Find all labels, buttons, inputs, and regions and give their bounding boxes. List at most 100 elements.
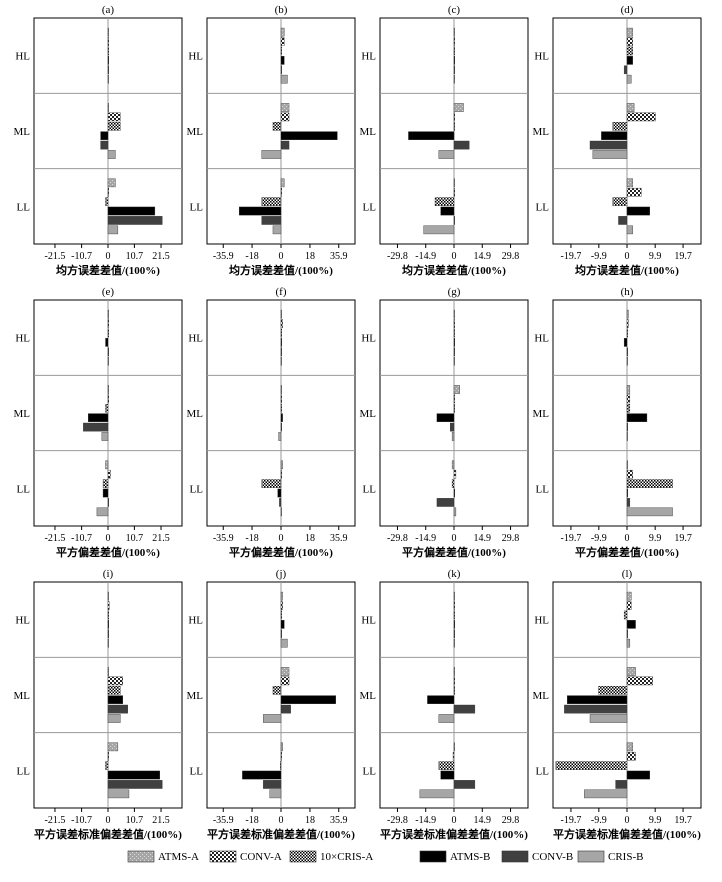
x-tick-label: 9.9 <box>649 815 662 826</box>
bar-ML-ATMS-B <box>436 413 455 423</box>
bar-HL-CONV-A <box>107 37 110 46</box>
bar-ML-CONV-A <box>453 394 456 404</box>
bar-HL-CONV-B <box>626 347 629 357</box>
category-label-ML: ML <box>187 408 204 420</box>
bar-ML-CONV-A <box>626 394 631 404</box>
x-axis-label: 平方误差标准偏差差值/(100%) <box>380 827 528 841</box>
bar-LL-ATMS-A <box>280 460 283 470</box>
bar-HL-ATMS-B <box>626 620 636 629</box>
bar-ML-CRIS-B <box>107 150 116 159</box>
bar-HL-ATMS-A <box>107 591 110 601</box>
bar-LL-CONV-B <box>107 780 163 789</box>
bar-ML-CONV-B <box>626 422 629 432</box>
x-tick-label: 0 <box>625 815 630 826</box>
bar-ML-ATMS-B <box>280 695 336 704</box>
bar-LL-CONV-B <box>107 216 163 225</box>
x-tick-label: 21.5 <box>152 251 170 262</box>
bar-ML-10×CRIS-A <box>280 404 283 413</box>
bar-HL-CONV-B <box>280 347 283 357</box>
bar-ML-ATMS-A <box>626 667 636 676</box>
x-axis-label: 均方误差差值/(100%) <box>56 263 160 277</box>
legend-label: CONV-B <box>532 851 573 863</box>
bar-LL-ATMS-B <box>626 488 629 498</box>
bar-LL-CONV-B <box>626 498 631 507</box>
bar-LL-CONV-B <box>615 780 628 789</box>
bar-LL-ATMS-B <box>107 770 160 780</box>
legend-swatch <box>501 850 529 863</box>
x-tick-label: -14.9 <box>415 815 436 826</box>
x-tick-label: -10.7 <box>71 815 92 826</box>
panel-j: (j) HL ML LL -35.9 -18 0 18 35.9平方误差标准偏差差值/(100%… <box>187 568 356 841</box>
bar-HL-CRIS-B <box>280 74 288 84</box>
bar-ML-CONV-A <box>626 112 656 122</box>
bar-HL-10×CRIS-A <box>626 46 633 56</box>
bar-HL-ATMS-B <box>453 338 456 347</box>
bar-LL-CONV-B <box>107 498 110 507</box>
bar-ML-ATMS-A <box>626 385 631 394</box>
bar-HL-CRIS-B <box>107 356 110 366</box>
bar-HL-ATMS-A <box>453 27 456 37</box>
x-tick-label: -14.9 <box>415 533 436 544</box>
bar-HL-ATMS-B <box>107 620 110 629</box>
bar-HL-ATMS-A <box>107 309 110 319</box>
bar-HL-CONV-B <box>453 347 456 357</box>
bar-ML-CONV-A <box>280 394 283 404</box>
x-tick-label: -10.7 <box>71 533 92 544</box>
bar-ML-CRIS-B <box>101 432 109 441</box>
bar-LL-10×CRIS-A <box>438 761 455 770</box>
category-label-LL: LL <box>190 201 204 213</box>
bar-LL-CONV-A <box>107 751 110 761</box>
bar-HL-CONV-B <box>107 347 110 357</box>
bar-HL-CONV-B <box>280 65 283 75</box>
bar-LL-CRIS-B <box>626 225 633 235</box>
x-tick-label: -19.7 <box>561 251 582 262</box>
x-tick-label: 29.8 <box>502 533 520 544</box>
x-axis-label: 平方偏差差值/(100%) <box>575 545 679 559</box>
category-label-LL: LL <box>17 483 31 495</box>
bar-ML-ATMS-B <box>280 131 338 141</box>
bar-HL-CONV-A <box>453 601 456 610</box>
bar-HL-CONV-A <box>280 37 285 46</box>
panel-label: (b) <box>275 4 288 16</box>
x-axis-label: 均方误差差值/(100%) <box>402 263 506 277</box>
bar-HL-CRIS-B <box>453 638 456 648</box>
bar-ML-CONV-A <box>107 676 124 686</box>
bar-HL-CRIS-B <box>453 356 456 366</box>
bar-LL-CONV-A <box>626 751 636 761</box>
bar-ML-ATMS-B <box>107 695 124 704</box>
x-axis-label: 平方误差标准偏差差值/(100%) <box>34 827 182 841</box>
x-tick-label: 14.9 <box>474 251 492 262</box>
bar-ML-CRIS-B <box>451 432 455 441</box>
x-tick-label: 0 <box>279 533 284 544</box>
legend-item-10×CRIS-A: 10×CRIS-A <box>289 850 373 863</box>
bar-LL-ATMS-A <box>280 742 283 752</box>
bar-LL-CONV-B <box>436 498 455 507</box>
bar-ML-CONV-A <box>280 676 290 686</box>
bar-ML-CONV-A <box>453 676 456 686</box>
bar-HL-ATMS-A <box>107 27 110 37</box>
bar-ML-CONV-B <box>280 140 290 150</box>
category-label-ML: ML <box>533 408 550 420</box>
bar-ML-CRIS-B <box>438 714 455 723</box>
bar-ML-10×CRIS-A <box>107 686 121 695</box>
x-tick-label: 0 <box>106 815 111 826</box>
category-label-ML: ML <box>533 126 550 138</box>
bar-LL-CONV-A <box>280 751 283 761</box>
bar-HL-CRIS-B <box>107 74 110 84</box>
category-label-LL: LL <box>363 765 377 777</box>
panel-c: (c) HL ML LL -29.8 -14.9 0 14.9 29.8均方误差差值/(100%… <box>360 4 529 277</box>
legend: ATMS-A CONV-A 10×CRIS-A ATMS-B CONV-B CRIS-B <box>127 850 643 863</box>
bar-LL-CRIS-B <box>269 789 282 799</box>
bar-ML-CRIS-B <box>589 714 628 723</box>
bar-HL-CONV-B <box>626 629 629 639</box>
x-axis-label: 平方偏差差值/(100%) <box>229 545 333 559</box>
panel-label: (e) <box>102 286 115 298</box>
bar-HL-ATMS-A <box>453 309 456 319</box>
category-label-LL: LL <box>363 201 377 213</box>
category-label-HL: HL <box>188 615 203 627</box>
bar-ML-CONV-A <box>280 112 290 122</box>
x-tick-label: 18 <box>305 251 315 262</box>
bar-HL-10×CRIS-A <box>453 610 456 620</box>
bar-ML-10×CRIS-A <box>105 404 109 413</box>
